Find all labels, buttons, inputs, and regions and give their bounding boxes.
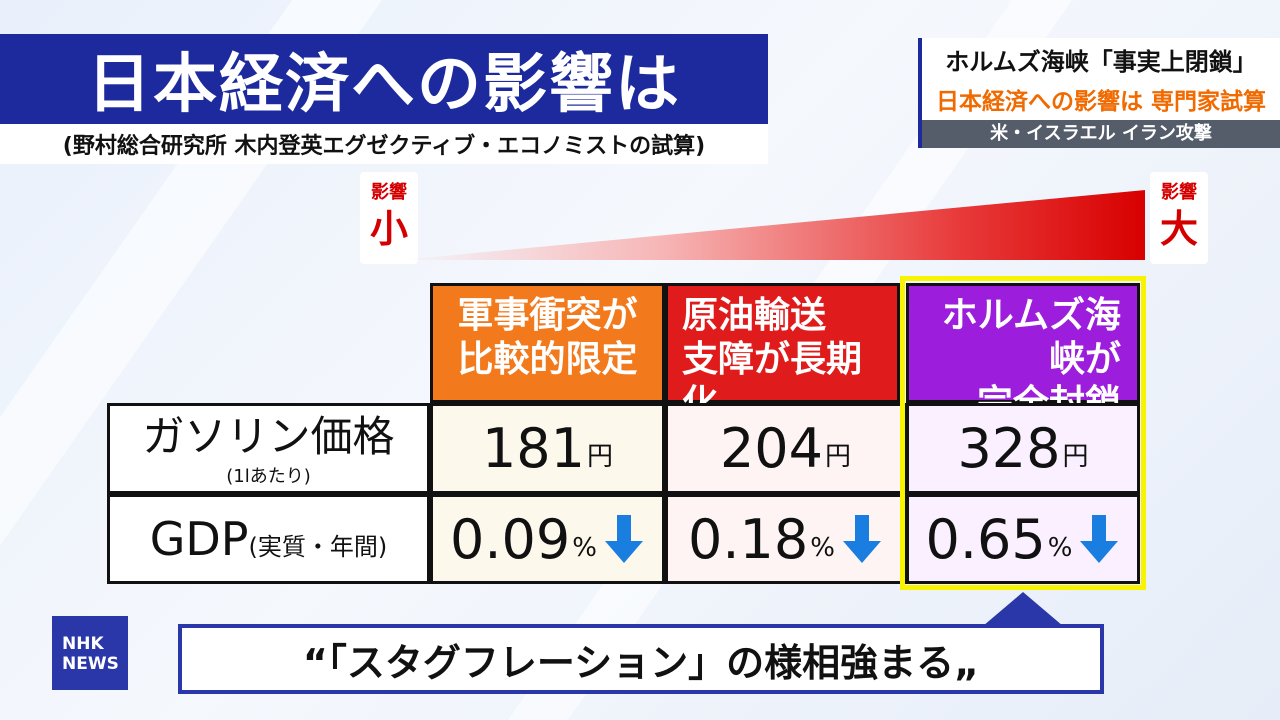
page-title: 日本経済への影響は [0,34,768,124]
caption-bar: “「スタグフレーション」の様相強まる„ [178,624,1104,694]
impact-large-caption: 影響 [1161,182,1197,203]
yen-unit: 円 [587,442,614,472]
gdp-cell: 0.18% [665,494,906,584]
nhk-news-logo: NHK NEWS [52,616,128,690]
logo-line: NHK [62,634,104,654]
scenario-header-limited: 軍事衝突が 比較的限定 [430,283,665,403]
percent-unit: % [572,533,597,563]
gasoline-cell: 328 円 [906,403,1140,494]
gasoline-cell: 204 円 [665,403,906,494]
down-arrow-icon [1080,515,1119,563]
impact-small-label: 影響 小 [360,172,418,264]
impact-gradient-wedge [400,190,1145,260]
gdp-value: 0.18 [688,507,809,571]
down-arrow-icon [604,515,643,563]
yen-unit: 円 [825,442,852,472]
gasoline-label: ガソリン価格 [142,412,395,461]
gdp-cell: 0.65% [906,494,1140,584]
scenario-header-line: 軍事衝突が [457,295,638,336]
gasoline-value: 181 [481,417,586,480]
source-note: (野村総合研究所 木内登英エグゼクティブ・エコノミストの試算) [0,124,768,164]
row-label-gasoline: ガソリン価格 (1lあたり) [107,403,430,494]
row-label-gdp: GDP(実質・年間) [107,494,430,584]
impact-large-label: 影響 大 [1150,172,1208,264]
headline-line-2: 日本経済への影響は 専門家試算 [935,89,1266,115]
impact-large-value: 大 [1159,207,1198,251]
gasoline-sublabel: (1lあたり) [226,466,311,487]
gdp-value: 0.09 [450,507,571,571]
gasoline-value: 204 [719,417,824,480]
gasoline-cell: 181 円 [430,403,665,494]
caption-pointer [983,592,1063,626]
gdp-sublabel: (実質・年間) [248,533,388,561]
impact-small-caption: 影響 [371,182,407,203]
scenario-header-line: ホルムズ海峡が [941,295,1121,380]
gdp-value: 0.65 [925,507,1046,571]
down-arrow-icon [842,515,881,563]
scenario-header-line: 原油輸送 [682,295,827,336]
impact-small-value: 小 [369,207,408,251]
headline-line-1: ホルムズ海峡「事実上閉鎖」 [945,48,1257,76]
scenario-header-blockade: ホルムズ海峡が 完全封鎖 [906,283,1140,424]
yen-unit: 円 [1062,442,1089,472]
percent-unit: % [1047,533,1073,563]
scenario-header-prolonged: 原油輸送 支障が長期化 [665,283,900,424]
gdp-label: GDP [149,512,249,566]
headline-topic-bar: 米・イスラエル イラン攻撃 [922,120,1280,148]
news-headline-panel: ホルムズ海峡「事実上閉鎖」 日本経済への影響は 専門家試算 米・イスラエル イラ… [918,38,1280,148]
percent-unit: % [810,533,835,563]
gdp-cell: 0.09% [430,494,665,584]
gasoline-value: 328 [957,417,1061,480]
logo-line: NEWS [62,654,119,674]
scenario-header-line: 比較的限定 [457,339,638,380]
